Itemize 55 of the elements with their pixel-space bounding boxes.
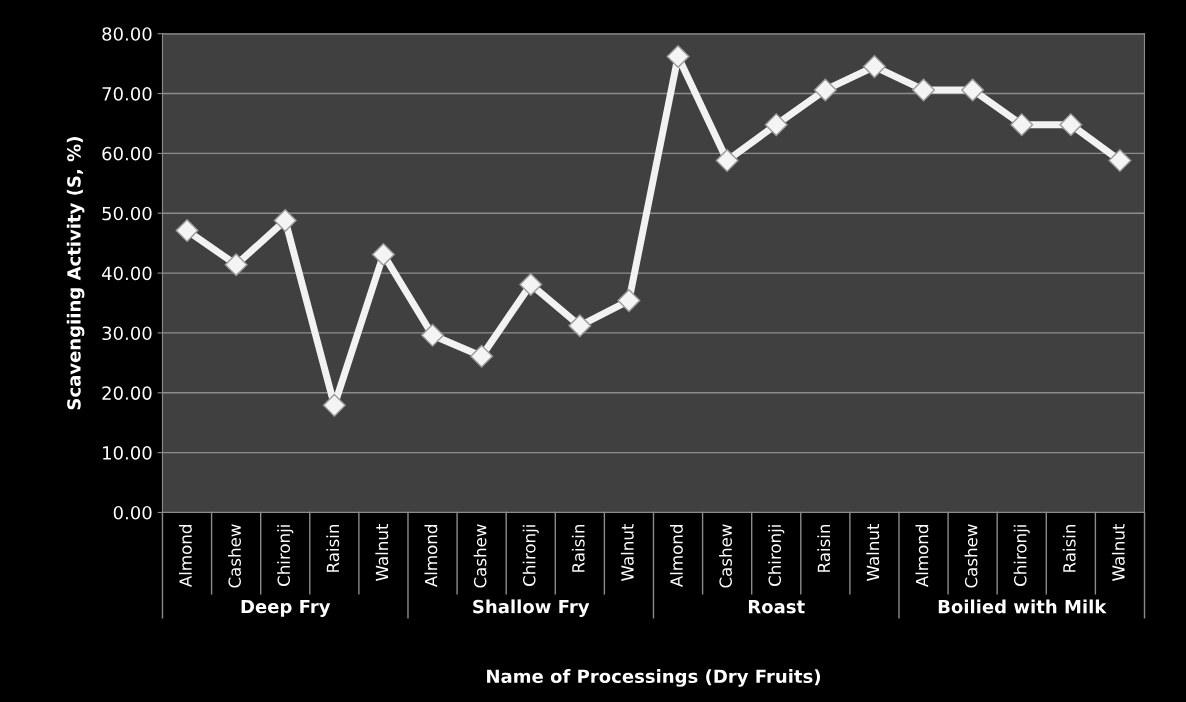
x-tick-label: Walnut (1111, 523, 1125, 581)
x-tick-label: Chironji (522, 525, 539, 586)
point (421, 323, 445, 347)
point (912, 78, 936, 102)
x-tick-label: Almond (669, 525, 683, 588)
y-axis-title: Scavengiing Activity (S, %) (66, 137, 85, 410)
x-tick-label: Raisin (1062, 524, 1076, 572)
x-tick-label: Cashew (964, 524, 978, 588)
point (470, 344, 494, 368)
text: Roast (748, 600, 805, 614)
y-tick-label: 80.00 (102, 27, 152, 41)
y-tick-label: 20.00 (102, 386, 152, 400)
point (371, 243, 395, 267)
x-tick-label: Cashew (473, 524, 487, 588)
point (568, 314, 592, 338)
y-tick-label: 40.00 (101, 266, 152, 281)
y-tick-label: 70.00 (102, 87, 152, 101)
x-tick-label: Almond (915, 525, 929, 588)
x-tick-label: Raisin (571, 524, 585, 572)
x-tick-label: Cashew (228, 524, 241, 588)
x-tick-label: Raisin (326, 524, 340, 572)
point (1059, 113, 1083, 137)
y-tick-label: 0.00 (113, 505, 152, 520)
x-tick-label: Walnut (620, 523, 634, 581)
x-tick-label: Chironji (1013, 525, 1030, 586)
x-tick-label: Almond (424, 525, 438, 588)
point (813, 78, 837, 102)
y-tick-label: 50.00 (102, 206, 152, 221)
x-axis-title: Name of Processings (Dry Fruits) (487, 669, 820, 687)
x-tick-label: Chironji (277, 525, 294, 586)
point (322, 393, 346, 417)
point (175, 219, 199, 243)
point (961, 78, 985, 102)
y-tick-label: 10.00 (103, 446, 152, 460)
x-tick-label: Almond (178, 525, 192, 588)
y-tick-label: 60.00 (102, 146, 152, 161)
x-tick-label: Cashew (719, 524, 732, 588)
point (1010, 113, 1034, 137)
point (617, 289, 641, 313)
point (666, 44, 690, 68)
x-tick-label: Chironji (768, 525, 785, 586)
x-tick-label: Raisin (817, 524, 831, 572)
point (1108, 149, 1132, 173)
point (715, 149, 739, 173)
text: Shallow Fry (473, 599, 590, 618)
x-tick-label: Walnut (866, 523, 880, 581)
text: Deep Fry (241, 599, 331, 617)
point (273, 208, 297, 232)
x-tick-label: Walnut (375, 523, 389, 581)
point (224, 253, 248, 277)
point (862, 55, 886, 79)
point (764, 113, 788, 137)
point (519, 272, 543, 296)
y-tick-label: 30.00 (102, 326, 152, 341)
text: Boilied with Milk (938, 599, 1107, 614)
